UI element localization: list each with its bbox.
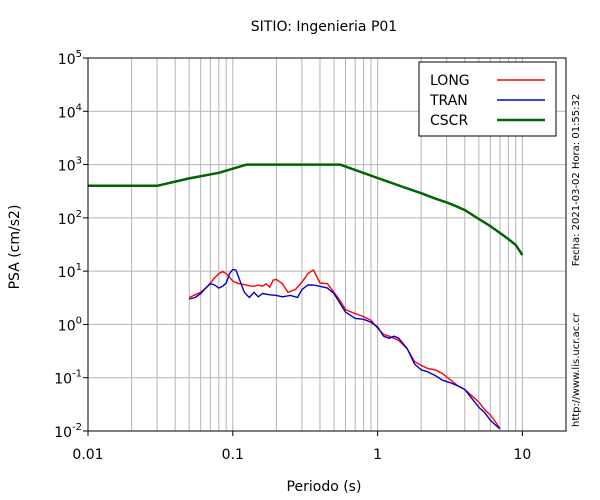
x-tick-label: 0.1: [222, 447, 244, 463]
series-layer: [88, 163, 524, 430]
legend-label-cscr: CSCR: [430, 113, 468, 129]
y-tick-label: 10-2: [54, 422, 82, 441]
x-tick-labels: 0.01 0.1 1 10: [72, 431, 531, 463]
grid: [88, 58, 566, 431]
y-tick-labels: 10-2 10-1 100 101 102 103 104 105: [54, 49, 88, 441]
legend-box: [418, 61, 557, 137]
x-tick-label: 10: [513, 447, 531, 463]
x-axis-label: Periodo (s): [287, 479, 362, 495]
y-tick-label: 103: [58, 156, 82, 175]
series-line-long: [188, 269, 501, 430]
date-time-note: Fecha: 2021-03-02 Hora: 01:55:32: [571, 94, 582, 267]
series-line-tran: [189, 268, 501, 430]
legend-label-long: LONG: [430, 73, 470, 89]
chart-title: SITIO: Ingenieria P01: [251, 19, 397, 35]
y-tick-label: 104: [58, 102, 82, 121]
legend: LONG TRAN CSCR: [418, 61, 557, 137]
series-line-cscr: [88, 163, 524, 256]
y-tick-label: 100: [58, 315, 82, 334]
url-note: http://www.lis.ucr.ac.cr: [571, 312, 582, 427]
x-tick-label: 0.01: [72, 447, 103, 463]
y-tick-label: 102: [58, 209, 82, 228]
y-tick-label: 10-1: [54, 369, 82, 388]
legend-label-tran: TRAN: [429, 93, 468, 109]
y-tick-label: 105: [58, 49, 82, 68]
y-tick-label: 101: [58, 262, 82, 281]
y-axis-label: PSA (cm/s2): [7, 205, 23, 290]
plot-frame: [87, 57, 567, 432]
x-tick-label: 1: [373, 447, 382, 463]
